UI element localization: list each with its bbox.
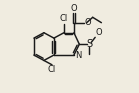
Text: O: O [84, 18, 91, 27]
Text: Cl: Cl [47, 65, 56, 74]
Text: N: N [75, 51, 81, 60]
Text: O: O [95, 28, 102, 37]
Text: Cl: Cl [60, 14, 68, 23]
Text: O: O [71, 4, 77, 13]
Text: S: S [86, 39, 92, 49]
